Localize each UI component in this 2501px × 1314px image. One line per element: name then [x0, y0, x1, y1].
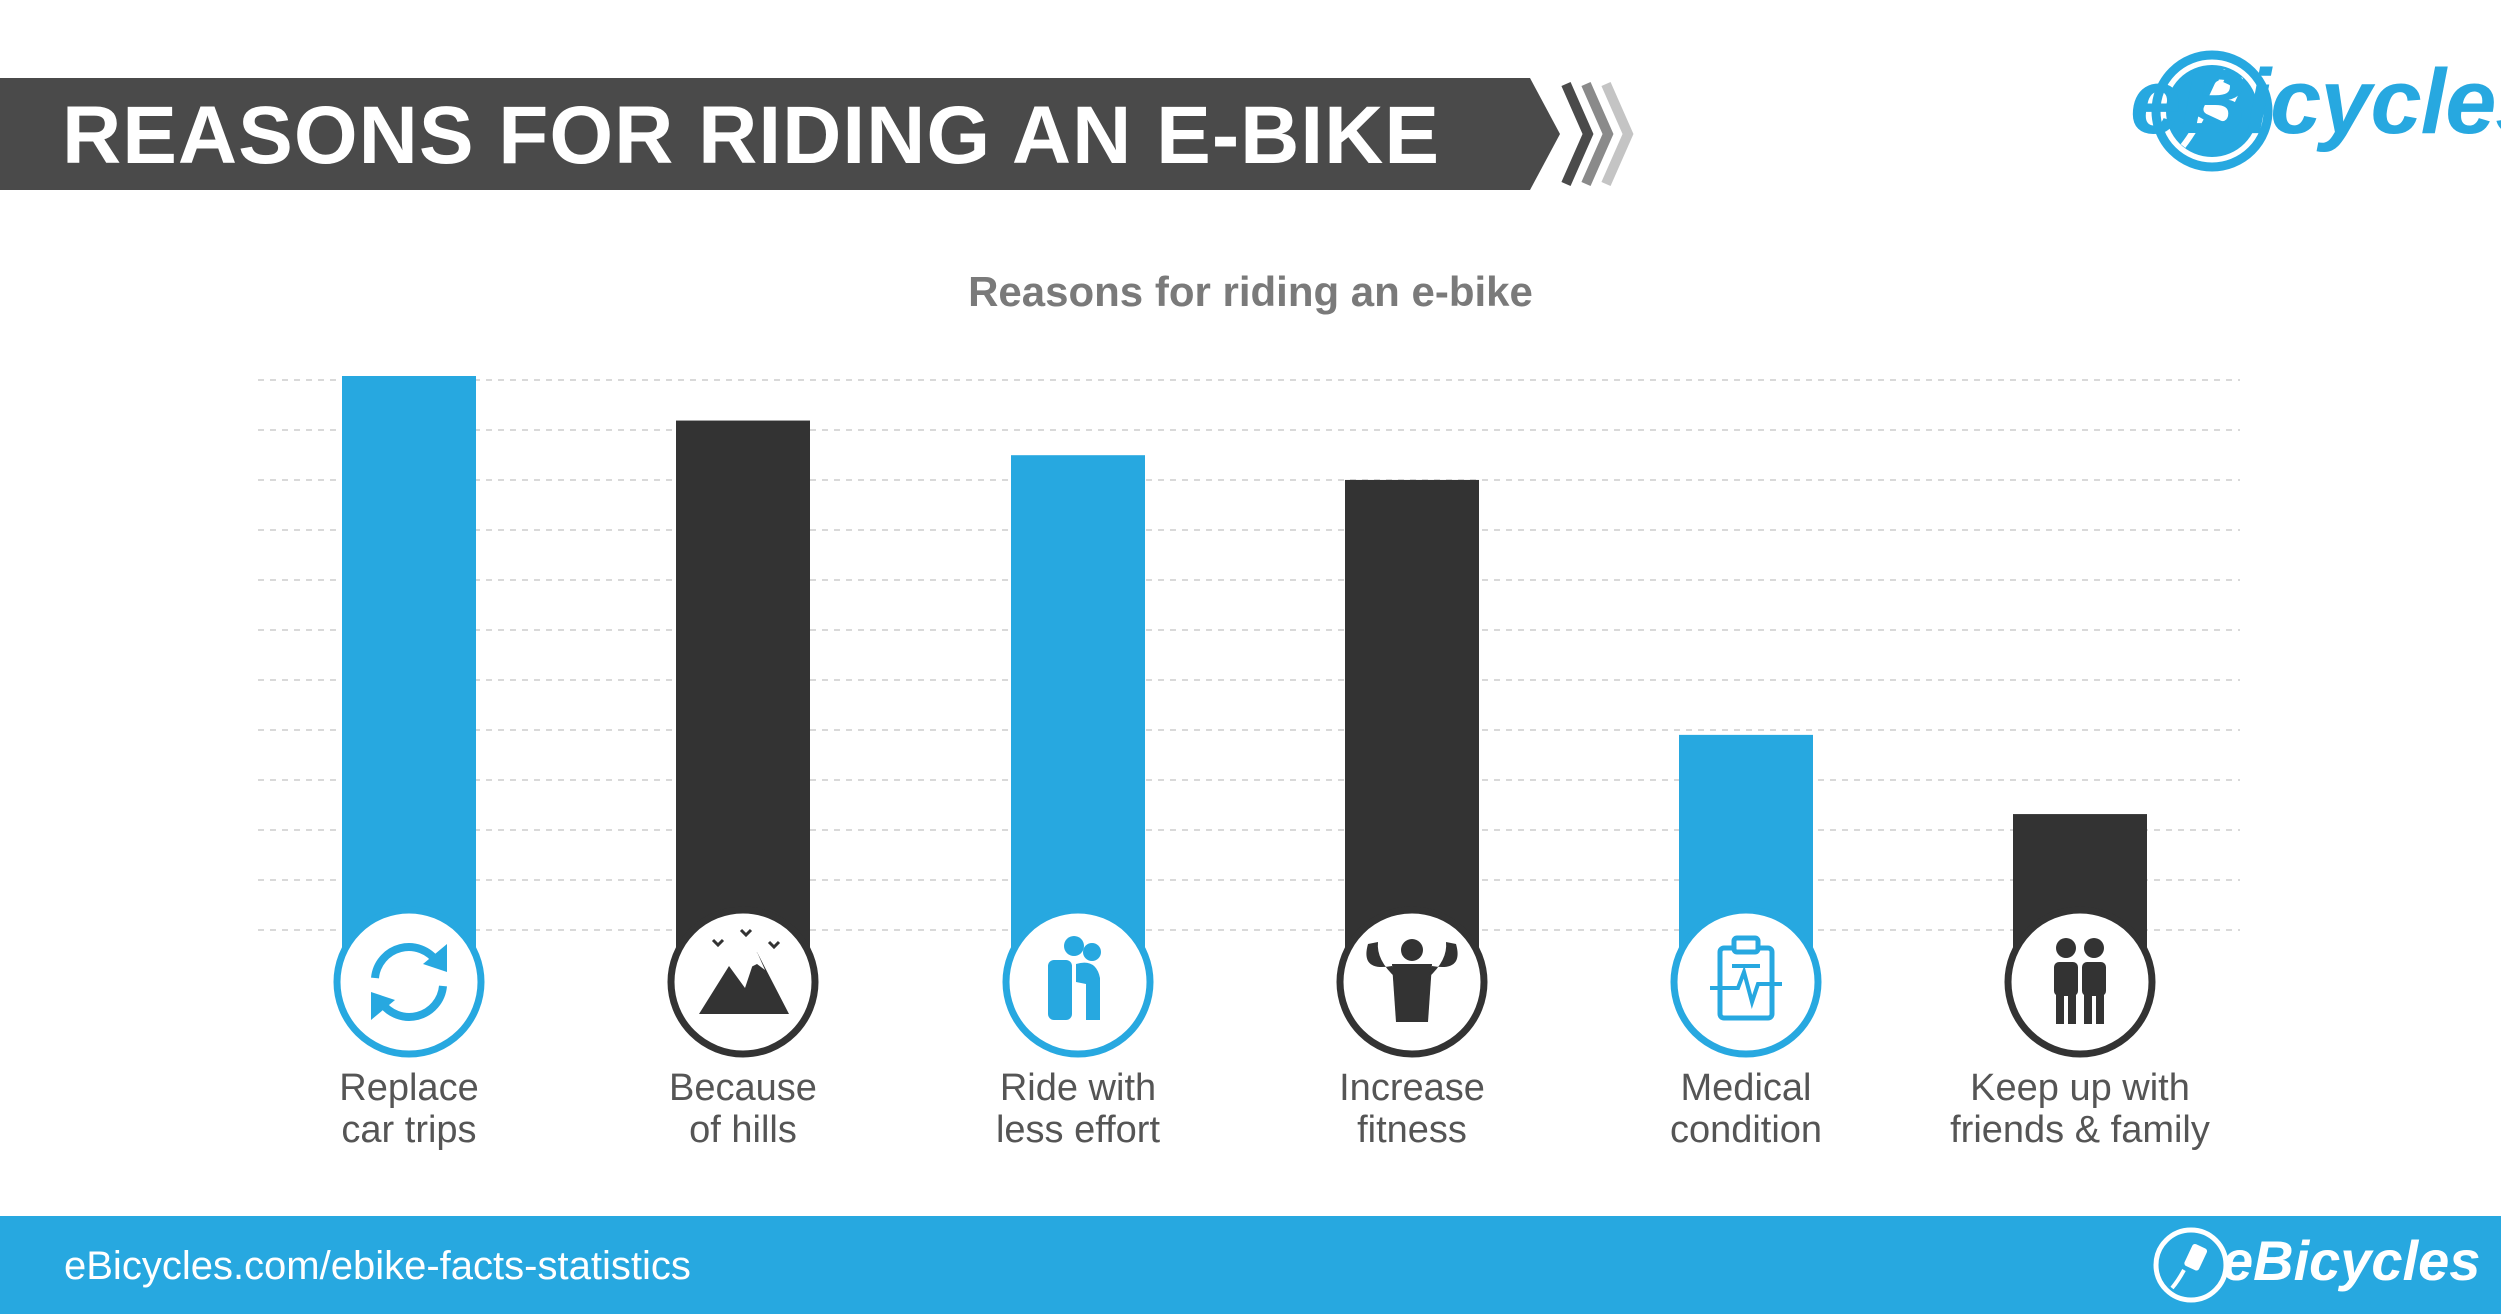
medical-clipboard-icon [1670, 906, 1822, 1058]
brand-logo-icon [2151, 50, 2273, 172]
bar [342, 376, 476, 990]
category-label: Replace car trips [339, 1067, 478, 1151]
refresh-icon [333, 906, 485, 1058]
category-label: Increase fitness [1339, 1067, 1485, 1151]
category-label: Keep up with friends & family [1950, 1067, 2210, 1151]
friends-icon [2004, 906, 2156, 1058]
bar-chart: Replace car trips Because of hills Ride with… [258, 376, 2240, 1151]
bar [676, 420, 810, 990]
category-label: Ride with less effort [996, 1067, 1160, 1151]
bar [1011, 455, 1145, 990]
person-assisted-icon [1002, 906, 1154, 1058]
title-banner [0, 78, 1560, 190]
chart-title: Reasons for riding an e-bike [968, 268, 1533, 315]
gridlines [258, 379, 2240, 931]
footer-url[interactable]: eBicycles.com/ebike-facts-statistics [64, 1244, 691, 1288]
category-label: Medical condition [1670, 1067, 1822, 1151]
footer-bar [0, 1216, 2501, 1314]
mountains-icon [667, 906, 819, 1058]
bar [1345, 479, 1479, 990]
footer-brand: eBicycles [2222, 1229, 2481, 1292]
strongman-icon [1336, 906, 1488, 1058]
category-label: Because of hills [669, 1067, 817, 1151]
footer-logo-icon [2153, 1227, 2229, 1303]
page-title: REASONS FOR RIDING AN E-BIKE [62, 90, 1441, 181]
brand-name: eBicycles [2130, 51, 2501, 153]
chevrons-icon [1561, 81, 1634, 187]
